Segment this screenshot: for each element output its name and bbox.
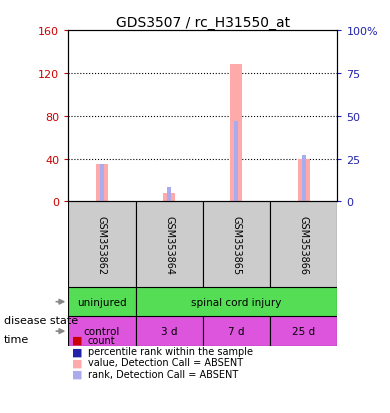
Text: control: control xyxy=(84,326,120,336)
Bar xyxy=(167,188,171,202)
Text: percentile rank within the sample: percentile rank within the sample xyxy=(88,347,253,356)
Bar xyxy=(298,159,310,202)
Text: ■: ■ xyxy=(72,369,83,379)
Bar xyxy=(136,202,203,287)
Text: 7 d: 7 d xyxy=(228,326,245,336)
Title: GDS3507 / rc_H31550_at: GDS3507 / rc_H31550_at xyxy=(116,16,290,30)
Text: GSM353864: GSM353864 xyxy=(164,215,174,274)
Bar xyxy=(270,317,337,346)
Text: uninjured: uninjured xyxy=(77,297,127,307)
Bar xyxy=(230,65,243,202)
Bar xyxy=(270,202,337,287)
Text: ■: ■ xyxy=(72,335,83,345)
Bar xyxy=(136,287,337,317)
Text: 25 d: 25 d xyxy=(292,326,315,336)
Bar xyxy=(203,202,270,287)
Bar xyxy=(203,317,270,346)
Bar xyxy=(234,122,238,202)
Bar xyxy=(100,164,104,202)
Bar xyxy=(68,317,136,346)
Bar xyxy=(96,164,108,202)
Text: GSM353862: GSM353862 xyxy=(97,215,107,274)
Bar xyxy=(68,287,136,317)
Bar xyxy=(302,156,306,202)
Bar xyxy=(136,317,203,346)
Text: spinal cord injury: spinal cord injury xyxy=(191,297,282,307)
Text: rank, Detection Call = ABSENT: rank, Detection Call = ABSENT xyxy=(88,369,238,379)
Text: 3 d: 3 d xyxy=(161,326,177,336)
Bar xyxy=(68,202,136,287)
Text: GSM353866: GSM353866 xyxy=(299,215,309,274)
Text: value, Detection Call = ABSENT: value, Detection Call = ABSENT xyxy=(88,358,243,368)
Text: time: time xyxy=(4,335,29,344)
Text: GSM353865: GSM353865 xyxy=(231,215,241,274)
Text: count: count xyxy=(88,335,115,345)
Text: ■: ■ xyxy=(72,358,83,368)
Text: ■: ■ xyxy=(72,347,83,356)
Text: disease state: disease state xyxy=(4,315,78,325)
Bar xyxy=(163,193,175,202)
